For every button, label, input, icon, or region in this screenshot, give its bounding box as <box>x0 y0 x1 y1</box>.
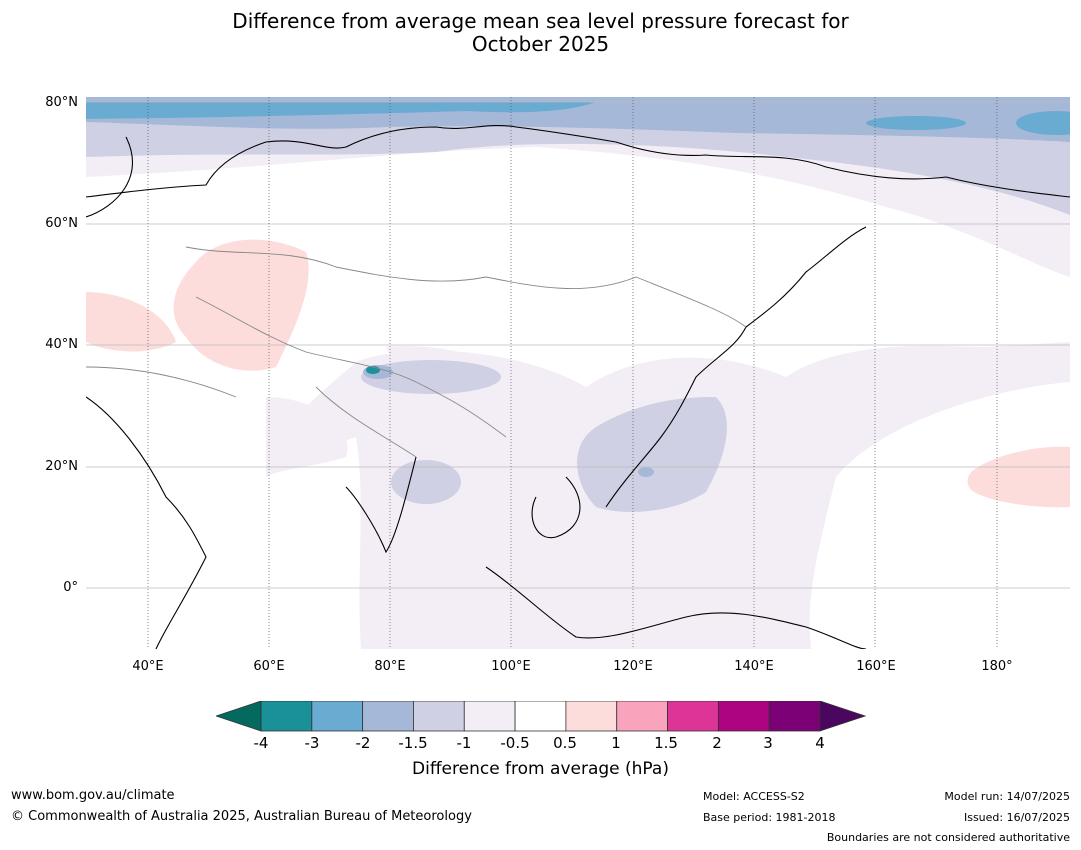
colorbar-tick: -1 <box>456 734 472 752</box>
colorbar-cell <box>616 701 668 732</box>
colorbar-cell <box>260 701 313 732</box>
colorbar-cell <box>768 701 821 732</box>
lon-label-100e: 100°E <box>491 659 531 674</box>
lon-label-60e: 60°E <box>253 659 285 674</box>
colorbar-tick: -3 <box>304 734 320 752</box>
map-title: Difference from average mean sea level p… <box>0 10 1081 56</box>
colorbar-tick: -4 <box>253 734 269 752</box>
colorbar-under-arrow <box>216 701 262 732</box>
colorbar-cell <box>463 701 516 732</box>
colorbar-tick: 3 <box>763 734 773 752</box>
lat-label-40n: 40°N <box>45 337 78 352</box>
issued-text: Issued: 16/07/2025 <box>963 811 1070 824</box>
lon-label-160e: 160°E <box>856 659 896 674</box>
colorbar-cell <box>311 701 364 732</box>
colorbar-tick: 0.5 <box>553 734 577 752</box>
lat-label-60n: 60°N <box>45 216 78 231</box>
colorbar-cell <box>413 701 465 732</box>
website-link[interactable]: www.bom.gov.au/climate <box>11 788 175 803</box>
title-line-1: Difference from average mean sea level p… <box>232 9 849 33</box>
disclaimer-text: Boundaries are not considered authoritat… <box>826 831 1070 844</box>
colorbar-tick: 1 <box>611 734 621 752</box>
copyright-text: © Commonwealth of Australia 2025, Austra… <box>11 809 472 824</box>
lon-label-140e: 140°E <box>734 659 774 674</box>
colorbar-tick: 1.5 <box>654 734 678 752</box>
colorbar <box>216 701 866 732</box>
colorbar-tick: -2 <box>355 734 371 752</box>
colorbar-tick: -1.5 <box>398 734 428 752</box>
colorbar-over-arrow <box>819 701 866 732</box>
map-panel <box>86 97 1070 649</box>
model-text: Model: ACCESS-S2 <box>703 790 805 803</box>
colorbar-cell <box>514 701 567 732</box>
lat-label-20n: 20°N <box>45 459 78 474</box>
model-run-text: Model run: 14/07/2025 <box>944 790 1070 803</box>
lat-label-0: 0° <box>63 580 78 595</box>
colorbar-cell <box>667 701 719 732</box>
map-canvas <box>86 97 1070 649</box>
lat-label-80n: 80°N <box>45 95 78 110</box>
lon-label-80e: 80°E <box>374 659 406 674</box>
colorbar-tick: 2 <box>712 734 722 752</box>
colorbar-tick: 4 <box>815 734 825 752</box>
colorbar-tick: -0.5 <box>500 734 530 752</box>
colorbar-label: Difference from average (hPa) <box>412 759 669 779</box>
colorbar-cell <box>362 701 414 732</box>
lon-label-40e: 40°E <box>132 659 164 674</box>
colorbar-cell <box>717 701 770 732</box>
lon-label-180: 180° <box>981 659 1013 674</box>
title-line-2: October 2025 <box>471 32 610 56</box>
lon-label-120e: 120°E <box>613 659 653 674</box>
base-period-text: Base period: 1981-2018 <box>703 811 836 824</box>
colorbar-cell <box>565 701 618 732</box>
